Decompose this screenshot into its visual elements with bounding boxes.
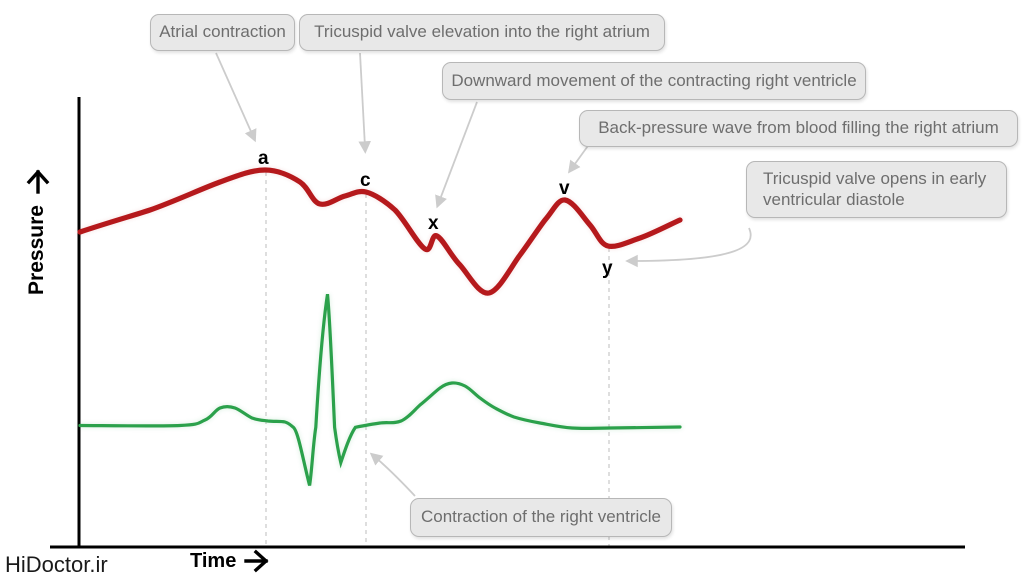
svg-text:HiDoctor.ir: HiDoctor.ir <box>5 552 108 577</box>
svg-text:Pressure: Pressure <box>25 205 48 295</box>
svg-text:Time: Time <box>190 550 236 572</box>
